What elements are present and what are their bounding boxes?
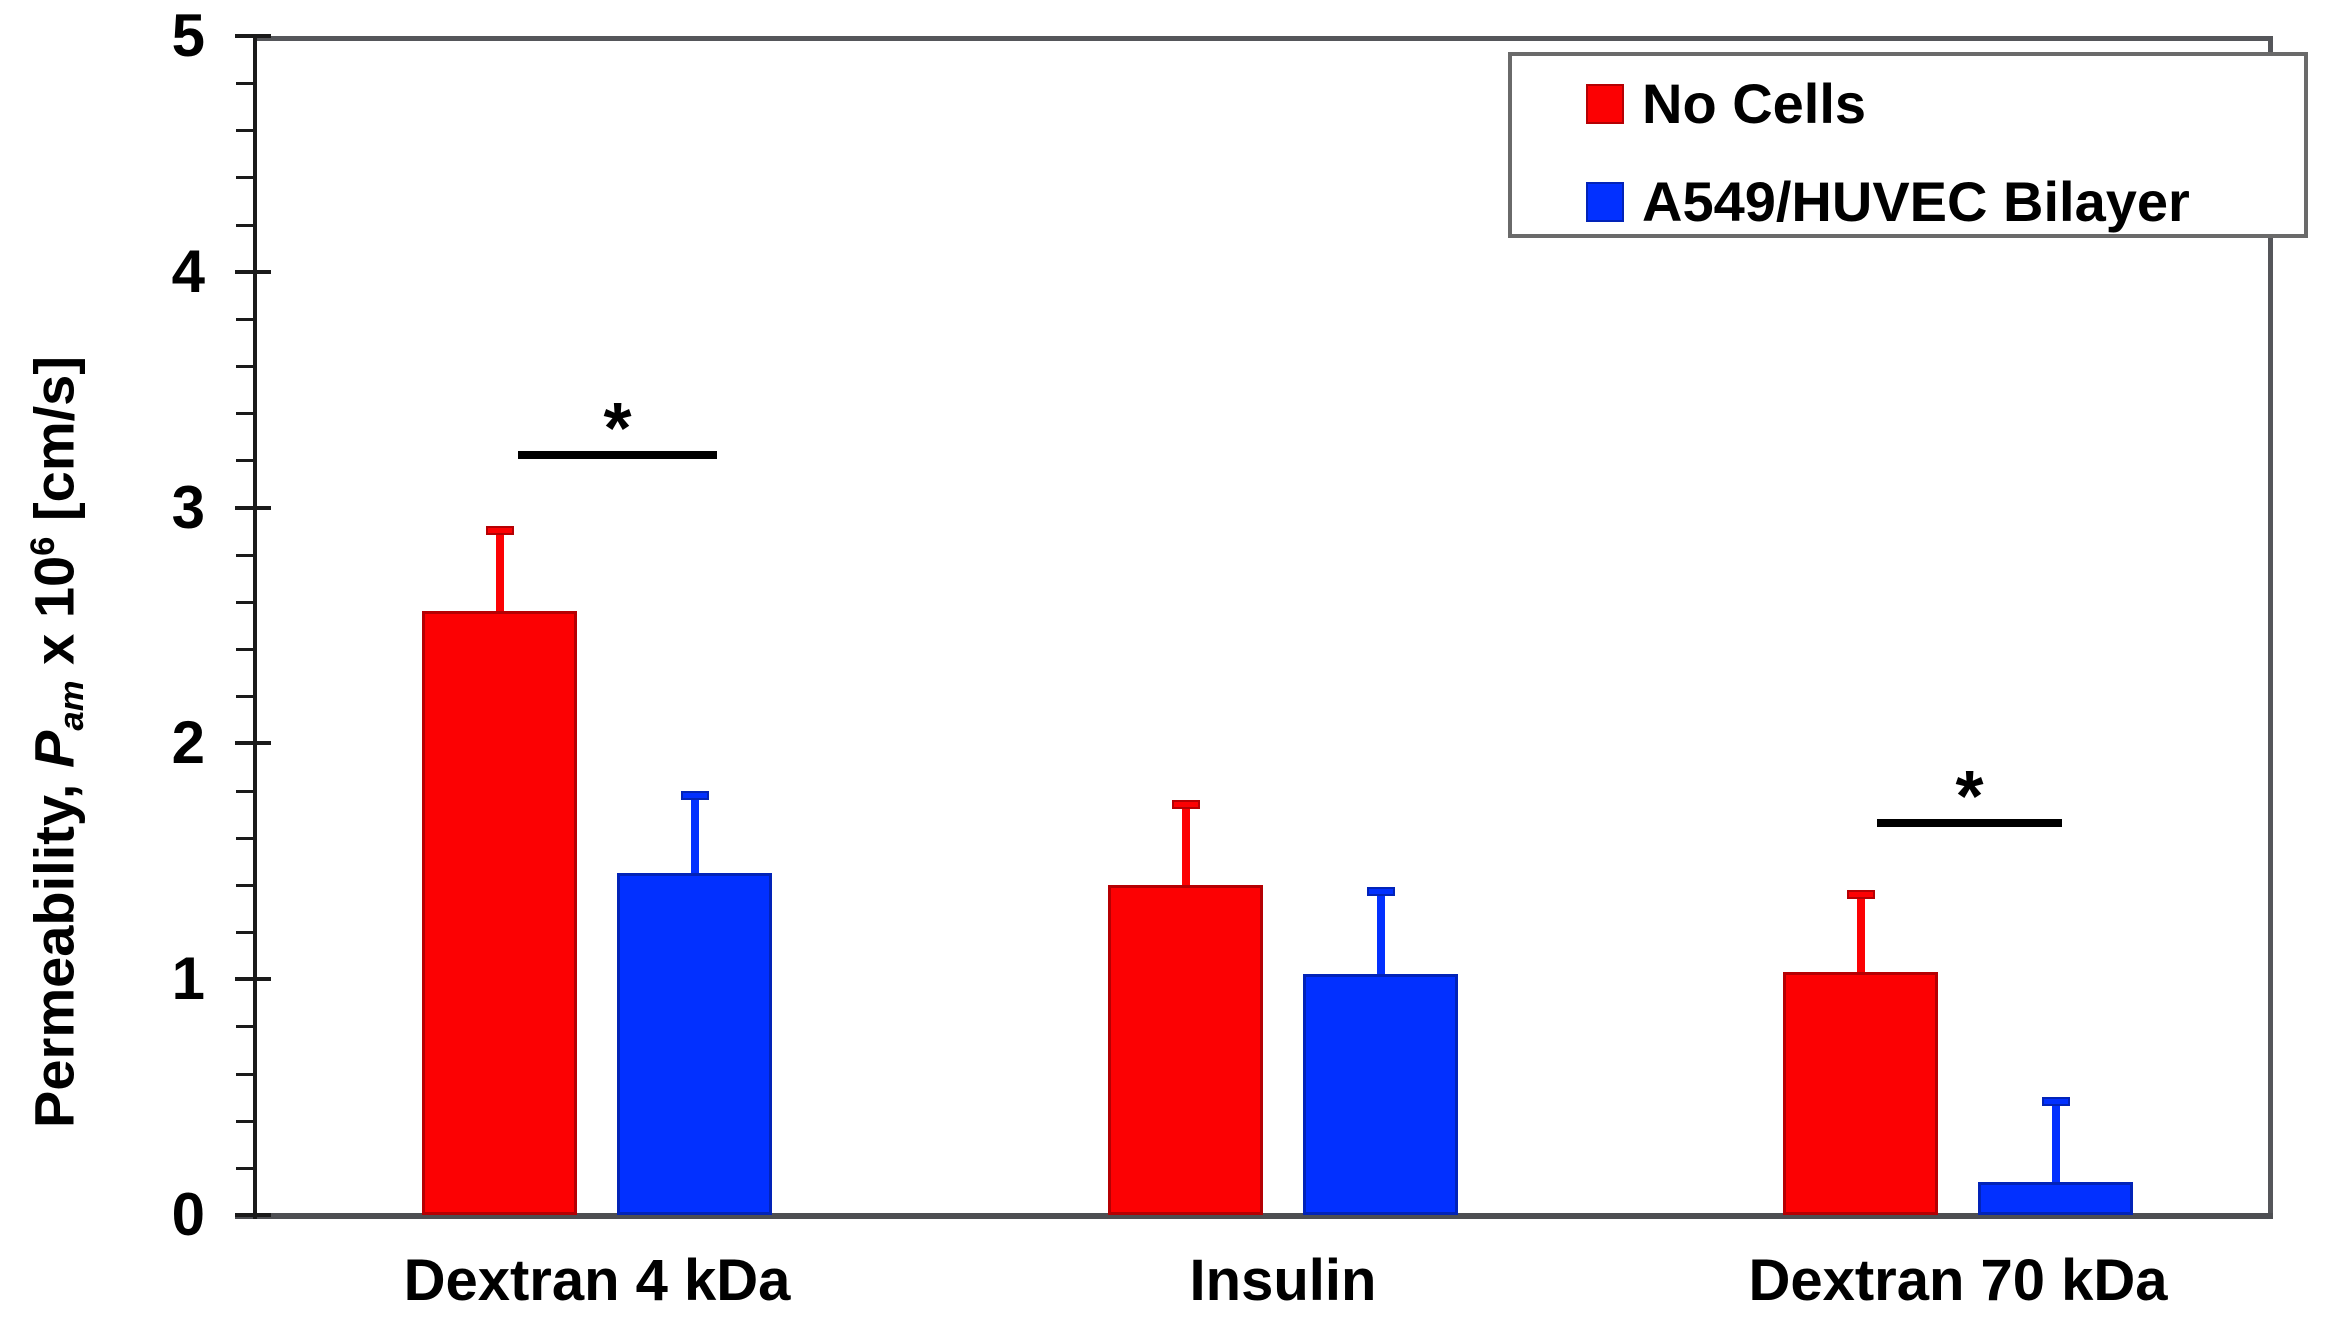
- y-minor-tick: [236, 1072, 253, 1076]
- legend-label: No Cells: [1642, 72, 1867, 135]
- legend: No Cells A549/HUVEC Bilayer: [1508, 52, 2308, 238]
- plot-frame-top: [253, 36, 2273, 41]
- legend-swatch-blue: [1586, 182, 1624, 222]
- y-major-tick: [235, 34, 271, 38]
- error-bar-cap: [1171, 799, 1200, 809]
- y-tick-label: 5: [171, 2, 205, 69]
- y-minor-tick: [236, 1025, 253, 1029]
- y-major-tick: [235, 741, 271, 746]
- significance-line: [1877, 818, 2062, 827]
- y-tick-label: 4: [171, 237, 205, 305]
- y-tick-label: 2: [171, 709, 205, 777]
- bar-no-cells-2: [1783, 972, 1938, 1215]
- y-minor-tick: [236, 82, 253, 86]
- legend-item-bilayer: A549/HUVEC Bilayer: [1586, 172, 2190, 232]
- y-minor-tick: [236, 931, 253, 935]
- error-bar-cap: [485, 526, 514, 536]
- plot-frame-right: [2268, 36, 2273, 1219]
- error-bar-line: [1856, 889, 1865, 973]
- x-category-label: Dextran 4 kDa: [403, 1248, 791, 1313]
- y-minor-tick: [236, 317, 253, 321]
- y-minor-tick: [236, 1119, 253, 1123]
- y-minor-tick: [236, 1166, 253, 1170]
- error-bar-line: [2051, 1097, 2060, 1182]
- y-minor-tick: [236, 459, 253, 463]
- y-tick-label: 0: [171, 1181, 205, 1248]
- y-major-tick: [235, 977, 271, 982]
- legend-swatch-red: [1586, 84, 1624, 124]
- x-category-label: Insulin: [1189, 1248, 1377, 1313]
- y-title-prefix: Permeability,: [22, 767, 86, 1128]
- y-major-tick: [235, 1213, 271, 1217]
- legend-item-no-cells: No Cells: [1586, 74, 1866, 134]
- y-title-times: x 10: [22, 555, 86, 681]
- y-minor-tick: [236, 789, 253, 793]
- y-minor-tick: [236, 883, 253, 887]
- error-bar-cap: [680, 790, 709, 800]
- error-bar-cap: [1366, 887, 1395, 897]
- bar-a549-huvec-bilayer-1: [1303, 974, 1458, 1215]
- y-major-tick: [235, 269, 271, 274]
- y-minor-tick: [236, 412, 253, 416]
- error-bar-line: [495, 526, 504, 612]
- bar-no-cells-0: [422, 611, 577, 1215]
- legend-label: A549/HUVEC Bilayer: [1642, 170, 2190, 233]
- significance-asterisk: *: [603, 389, 632, 469]
- y-minor-tick: [236, 129, 253, 133]
- error-bar-line: [1376, 887, 1385, 975]
- bar-a549-huvec-bilayer-0: [617, 873, 772, 1215]
- y-minor-tick: [236, 223, 253, 227]
- error-bar-cap: [1846, 889, 1875, 899]
- y-minor-tick: [236, 176, 253, 180]
- significance-asterisk: *: [1955, 756, 1984, 837]
- y-tick-label: 3: [171, 473, 205, 541]
- y-minor-tick: [236, 600, 253, 604]
- bar-no-cells-1: [1108, 884, 1263, 1215]
- error-bar-cap: [2041, 1097, 2070, 1107]
- error-bar-line: [690, 790, 699, 874]
- y-minor-tick: [236, 836, 253, 840]
- bar-a549-huvec-bilayer-2: [1978, 1181, 2133, 1215]
- y-minor-tick: [236, 695, 253, 699]
- y-minor-tick: [236, 648, 253, 652]
- x-category-label: Dextran 70 kDa: [1748, 1248, 2168, 1313]
- significance-line: [518, 451, 717, 459]
- y-minor-tick: [236, 365, 253, 369]
- x-axis-line: [235, 1213, 2273, 1219]
- y-title-exponent: 6: [24, 536, 63, 556]
- y-axis-line: [253, 36, 257, 1219]
- y-tick-label: 1: [171, 945, 205, 1013]
- error-bar-line: [1181, 799, 1190, 885]
- y-major-tick: [235, 505, 271, 510]
- y-minor-tick: [236, 553, 253, 557]
